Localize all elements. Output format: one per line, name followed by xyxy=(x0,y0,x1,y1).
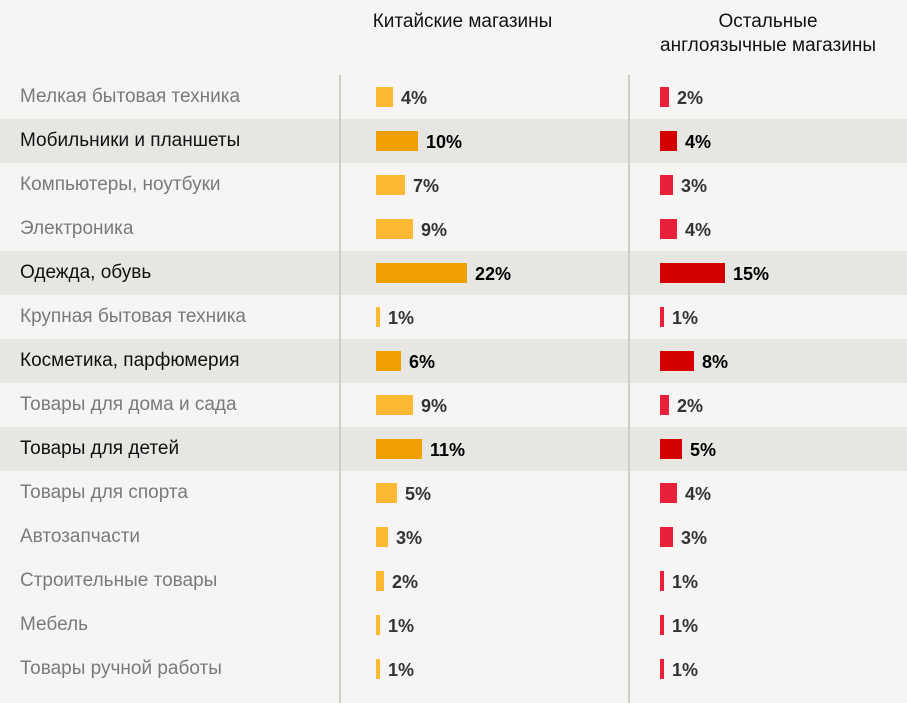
category-label: Товары для детей xyxy=(20,438,180,459)
category-label: Крупная бытовая техника xyxy=(20,306,246,327)
category-label: Компьютеры, ноутбуки xyxy=(20,174,221,195)
data-label: 4% xyxy=(401,88,428,108)
data-label: 7% xyxy=(413,176,440,196)
category-label: Строительные товары xyxy=(20,570,218,591)
category-label: Электроника xyxy=(20,218,134,239)
table-row: Мебель 1% 1% xyxy=(0,603,907,647)
data-label: 4% xyxy=(685,220,712,240)
bar xyxy=(376,439,422,459)
bar xyxy=(376,483,397,503)
series-header-chinese: Китайские магазины xyxy=(372,11,553,32)
data-label: 1% xyxy=(388,616,415,636)
data-label: 5% xyxy=(690,440,717,460)
category-label: Одежда, обувь xyxy=(20,262,152,283)
data-label: 3% xyxy=(681,528,708,548)
bar xyxy=(376,87,393,107)
data-label: 1% xyxy=(672,572,699,592)
bar xyxy=(660,571,664,591)
data-label: 2% xyxy=(677,88,704,108)
series-header-other: Остальные англоязычные магазины xyxy=(660,11,876,56)
table-row: Одежда, обувь 22% 15% xyxy=(0,251,907,295)
category-label: Товары для спорта xyxy=(20,482,188,503)
category-label: Мелкая бытовая техника xyxy=(20,86,241,107)
bar xyxy=(376,263,467,283)
data-label: 10% xyxy=(426,132,463,152)
table-row: Автозапчасти 3% 3% xyxy=(0,515,907,559)
bar xyxy=(660,131,677,151)
bar xyxy=(660,439,682,459)
bar xyxy=(660,483,677,503)
bar xyxy=(660,307,664,327)
bar xyxy=(660,395,669,415)
bar xyxy=(376,351,401,371)
data-label: 3% xyxy=(681,176,708,196)
bar xyxy=(660,527,673,547)
data-label: 4% xyxy=(685,484,712,504)
data-label: 1% xyxy=(388,308,415,328)
data-label: 4% xyxy=(685,132,712,152)
data-label: 8% xyxy=(702,352,729,372)
data-label: 1% xyxy=(672,616,699,636)
data-label: 3% xyxy=(396,528,423,548)
table-row: Товары для детей 11% 5% xyxy=(0,427,907,471)
data-label: 9% xyxy=(421,220,448,240)
data-label: 1% xyxy=(672,660,699,680)
table-row: Компьютеры, ноутбуки 7% 3% xyxy=(0,163,907,207)
bar xyxy=(376,527,388,547)
table-row: Косметика, парфюмерия 6% 8% xyxy=(0,339,907,383)
bar xyxy=(660,263,725,283)
chart-rows: Мелкая бытовая техника 4% 2% Мобильники и п… xyxy=(0,75,907,691)
data-label: 9% xyxy=(421,396,448,416)
bar xyxy=(376,395,413,415)
bar xyxy=(376,131,418,151)
category-label: Мебель xyxy=(20,614,88,635)
data-label: 2% xyxy=(677,396,704,416)
table-row: Товары для спорта 5% 4% xyxy=(0,471,907,515)
bar xyxy=(660,219,677,239)
data-label: 11% xyxy=(430,440,466,460)
bar xyxy=(376,615,380,635)
table-row: Товары для дома и сада 9% 2% xyxy=(0,383,907,427)
table-row: Мобильники и планшеты 10% 4% xyxy=(0,119,907,163)
data-label: 1% xyxy=(388,660,415,680)
bar xyxy=(376,175,405,195)
table-row: Товары ручной работы 1% 1% xyxy=(0,647,907,691)
data-label: 5% xyxy=(405,484,432,504)
data-label: 2% xyxy=(392,572,419,592)
column-divider xyxy=(339,75,341,703)
category-label: Товары ручной работы xyxy=(20,658,222,679)
bar xyxy=(660,351,694,371)
bar xyxy=(376,307,380,327)
table-row: Строительные товары 2% 1% xyxy=(0,559,907,603)
data-label: 1% xyxy=(672,308,699,328)
data-label: 6% xyxy=(409,352,436,372)
category-label: Косметика, парфюмерия xyxy=(20,350,240,371)
category-label: Мобильники и планшеты xyxy=(20,130,241,151)
data-label: 15% xyxy=(733,264,770,284)
bar xyxy=(376,659,380,679)
category-label: Автозапчасти xyxy=(20,526,141,547)
data-label: 22% xyxy=(475,264,512,284)
table-row: Крупная бытовая техника 1% 1% xyxy=(0,295,907,339)
bar xyxy=(660,175,673,195)
bar xyxy=(376,571,384,591)
category-label: Товары для дома и сада xyxy=(20,394,237,415)
bar xyxy=(376,219,413,239)
table-row: Мелкая бытовая техника 4% 2% xyxy=(0,75,907,119)
table-row: Электроника 9% 4% xyxy=(0,207,907,251)
bar xyxy=(660,87,669,107)
bar xyxy=(660,659,664,679)
bar xyxy=(660,615,664,635)
column-divider xyxy=(628,75,630,703)
